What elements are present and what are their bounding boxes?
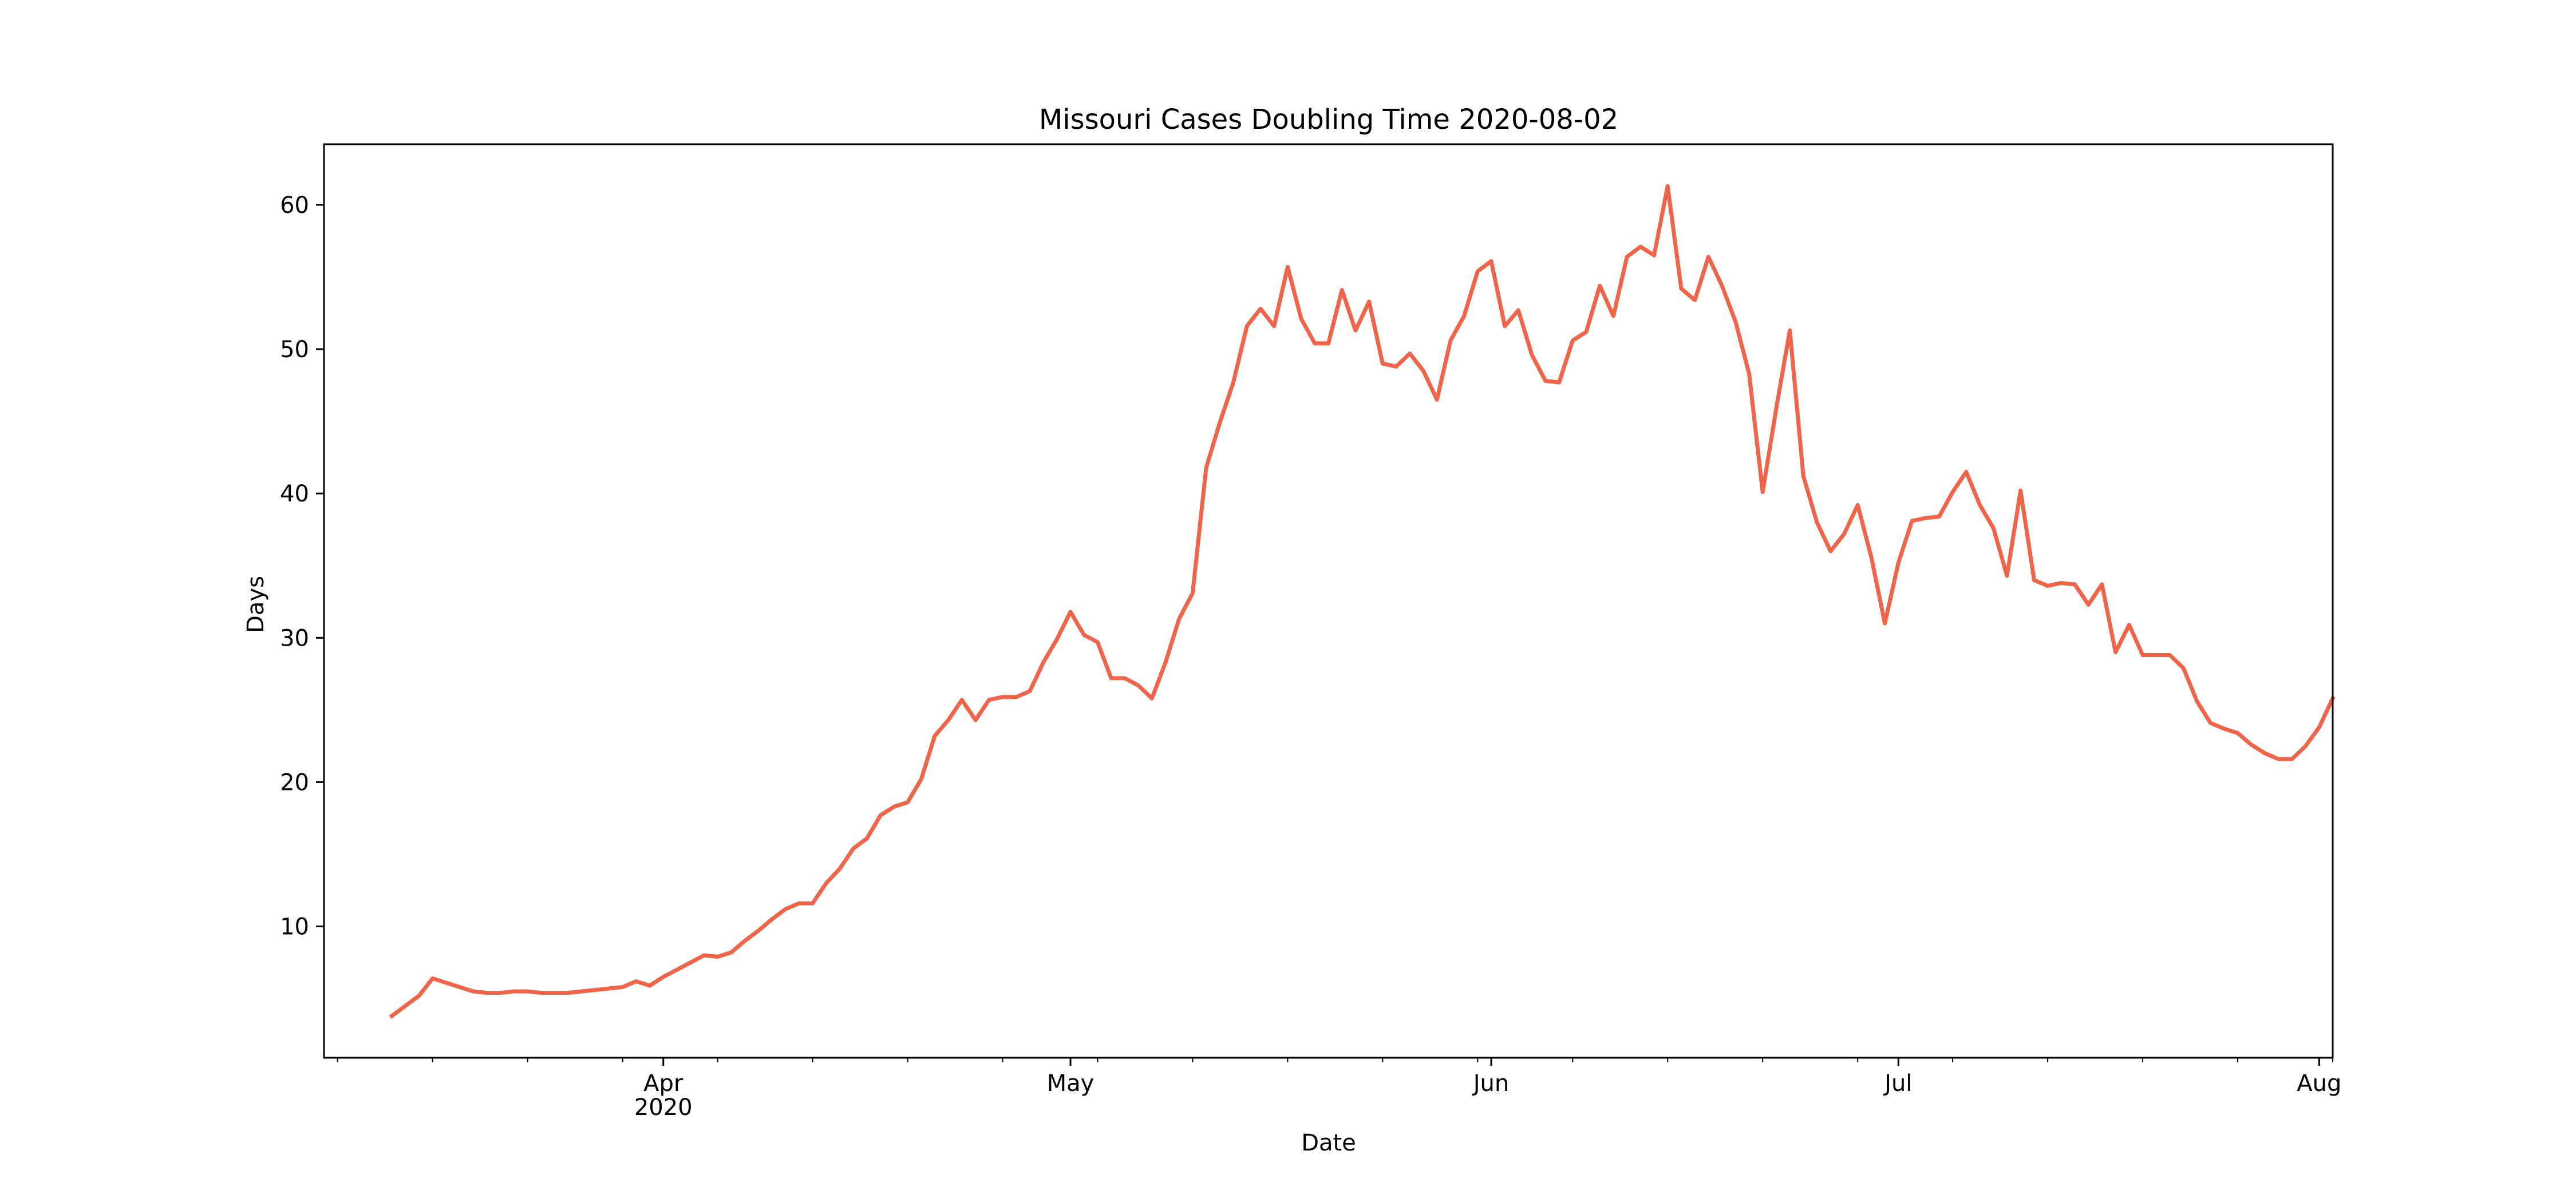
y-tick-label-40: 40 — [280, 481, 309, 507]
x-tick-label-aug: Aug — [2297, 1070, 2341, 1097]
y-axis-label: Days — [243, 576, 269, 633]
x-tick-label-may: May — [1047, 1070, 1095, 1097]
x-tick-label-jun: Jun — [1472, 1070, 1510, 1097]
x-tick-sublabel-year: 2020 — [634, 1094, 693, 1121]
plot-frame — [323, 143, 2334, 1059]
series-line — [389, 184, 2336, 1019]
y-tick-label-20: 20 — [280, 769, 309, 796]
y-tick-label-60: 60 — [280, 192, 309, 219]
chart-title: Missouri Cases Doubling Time 2020-08-02 — [1039, 104, 1618, 136]
x-axis-label: Date — [1301, 1130, 1356, 1156]
y-tick-label-50: 50 — [280, 337, 309, 363]
x-tick-label-apr: Apr — [643, 1070, 683, 1097]
y-axis: 10 20 30 40 50 60 — [280, 192, 324, 940]
y-tick-label-30: 30 — [280, 625, 309, 651]
y-tick-label-10: 10 — [280, 914, 309, 940]
x-tick-label-jul: Jul — [1883, 1070, 1912, 1097]
